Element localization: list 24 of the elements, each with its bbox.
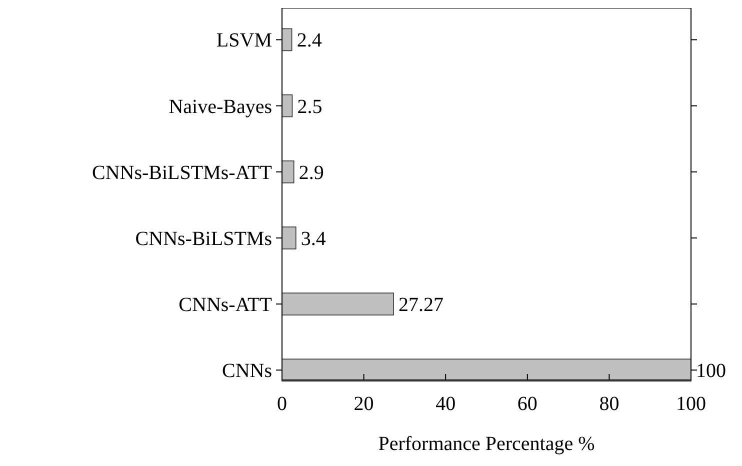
x-tick-label: 20: [354, 393, 374, 415]
y-tick-label: CNNs-BiLSTMs: [135, 228, 272, 250]
x-tick-label: 80: [599, 393, 620, 415]
data-label: 3.4: [300, 228, 326, 250]
bar: [282, 160, 294, 184]
y-tick-label: Naive-Bayes: [168, 96, 272, 118]
bar: [282, 292, 394, 316]
x-tick-label: 0: [277, 393, 287, 415]
x-tick-label: 100: [676, 393, 706, 415]
y-tick-label: CNNs-BiLSTMs-ATT: [92, 162, 272, 184]
y-tick-label: LSVM: [216, 30, 272, 52]
bar: [282, 358, 692, 382]
data-label: 27.27: [398, 294, 444, 316]
data-label: 2.5: [297, 96, 322, 118]
data-label: 100: [696, 360, 726, 382]
x-tick-label: 60: [517, 393, 538, 415]
y-tick-label: CNNs: [222, 360, 272, 382]
bar: [282, 94, 293, 118]
y-tick-label: CNNs-ATT: [178, 294, 272, 316]
data-label: 2.9: [298, 162, 324, 184]
x-tick-label: 40: [436, 393, 456, 415]
data-label: 2.4: [296, 30, 322, 52]
bar: [282, 226, 296, 250]
x-axis-title: Performance Percentage %: [378, 433, 595, 455]
